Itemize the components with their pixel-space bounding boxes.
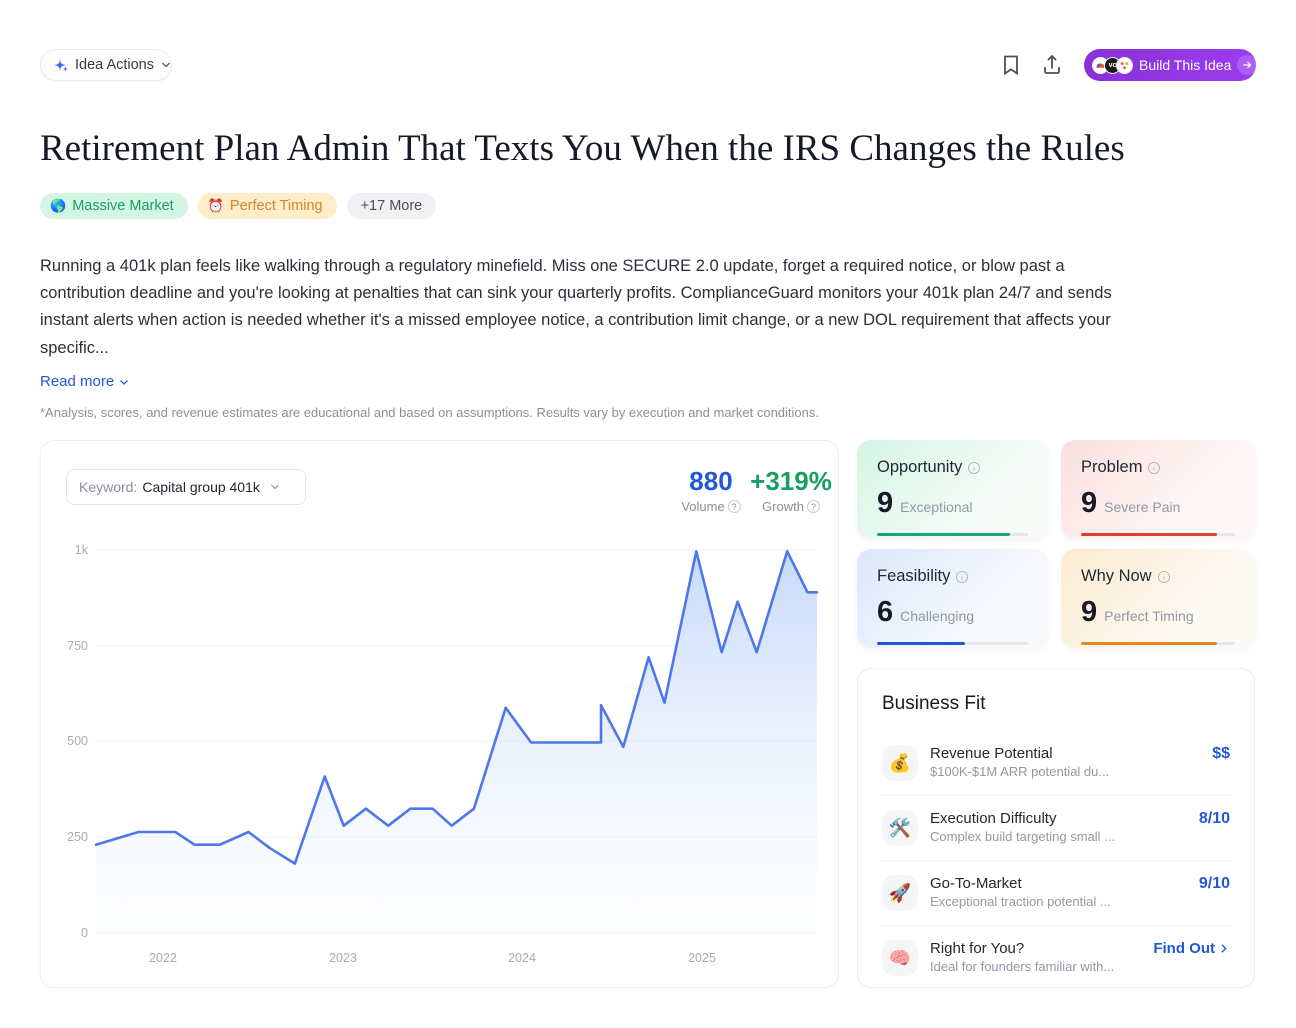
svg-text:2022: 2022 [149,951,177,965]
svg-text:250: 250 [67,830,88,844]
svg-text:2023: 2023 [329,951,357,965]
svg-text:0: 0 [81,926,88,940]
svg-text:2025: 2025 [688,951,716,965]
svg-text:2024: 2024 [508,951,536,965]
svg-text:500: 500 [67,734,88,748]
svg-text:1k: 1k [75,543,89,557]
svg-text:750: 750 [67,639,88,653]
